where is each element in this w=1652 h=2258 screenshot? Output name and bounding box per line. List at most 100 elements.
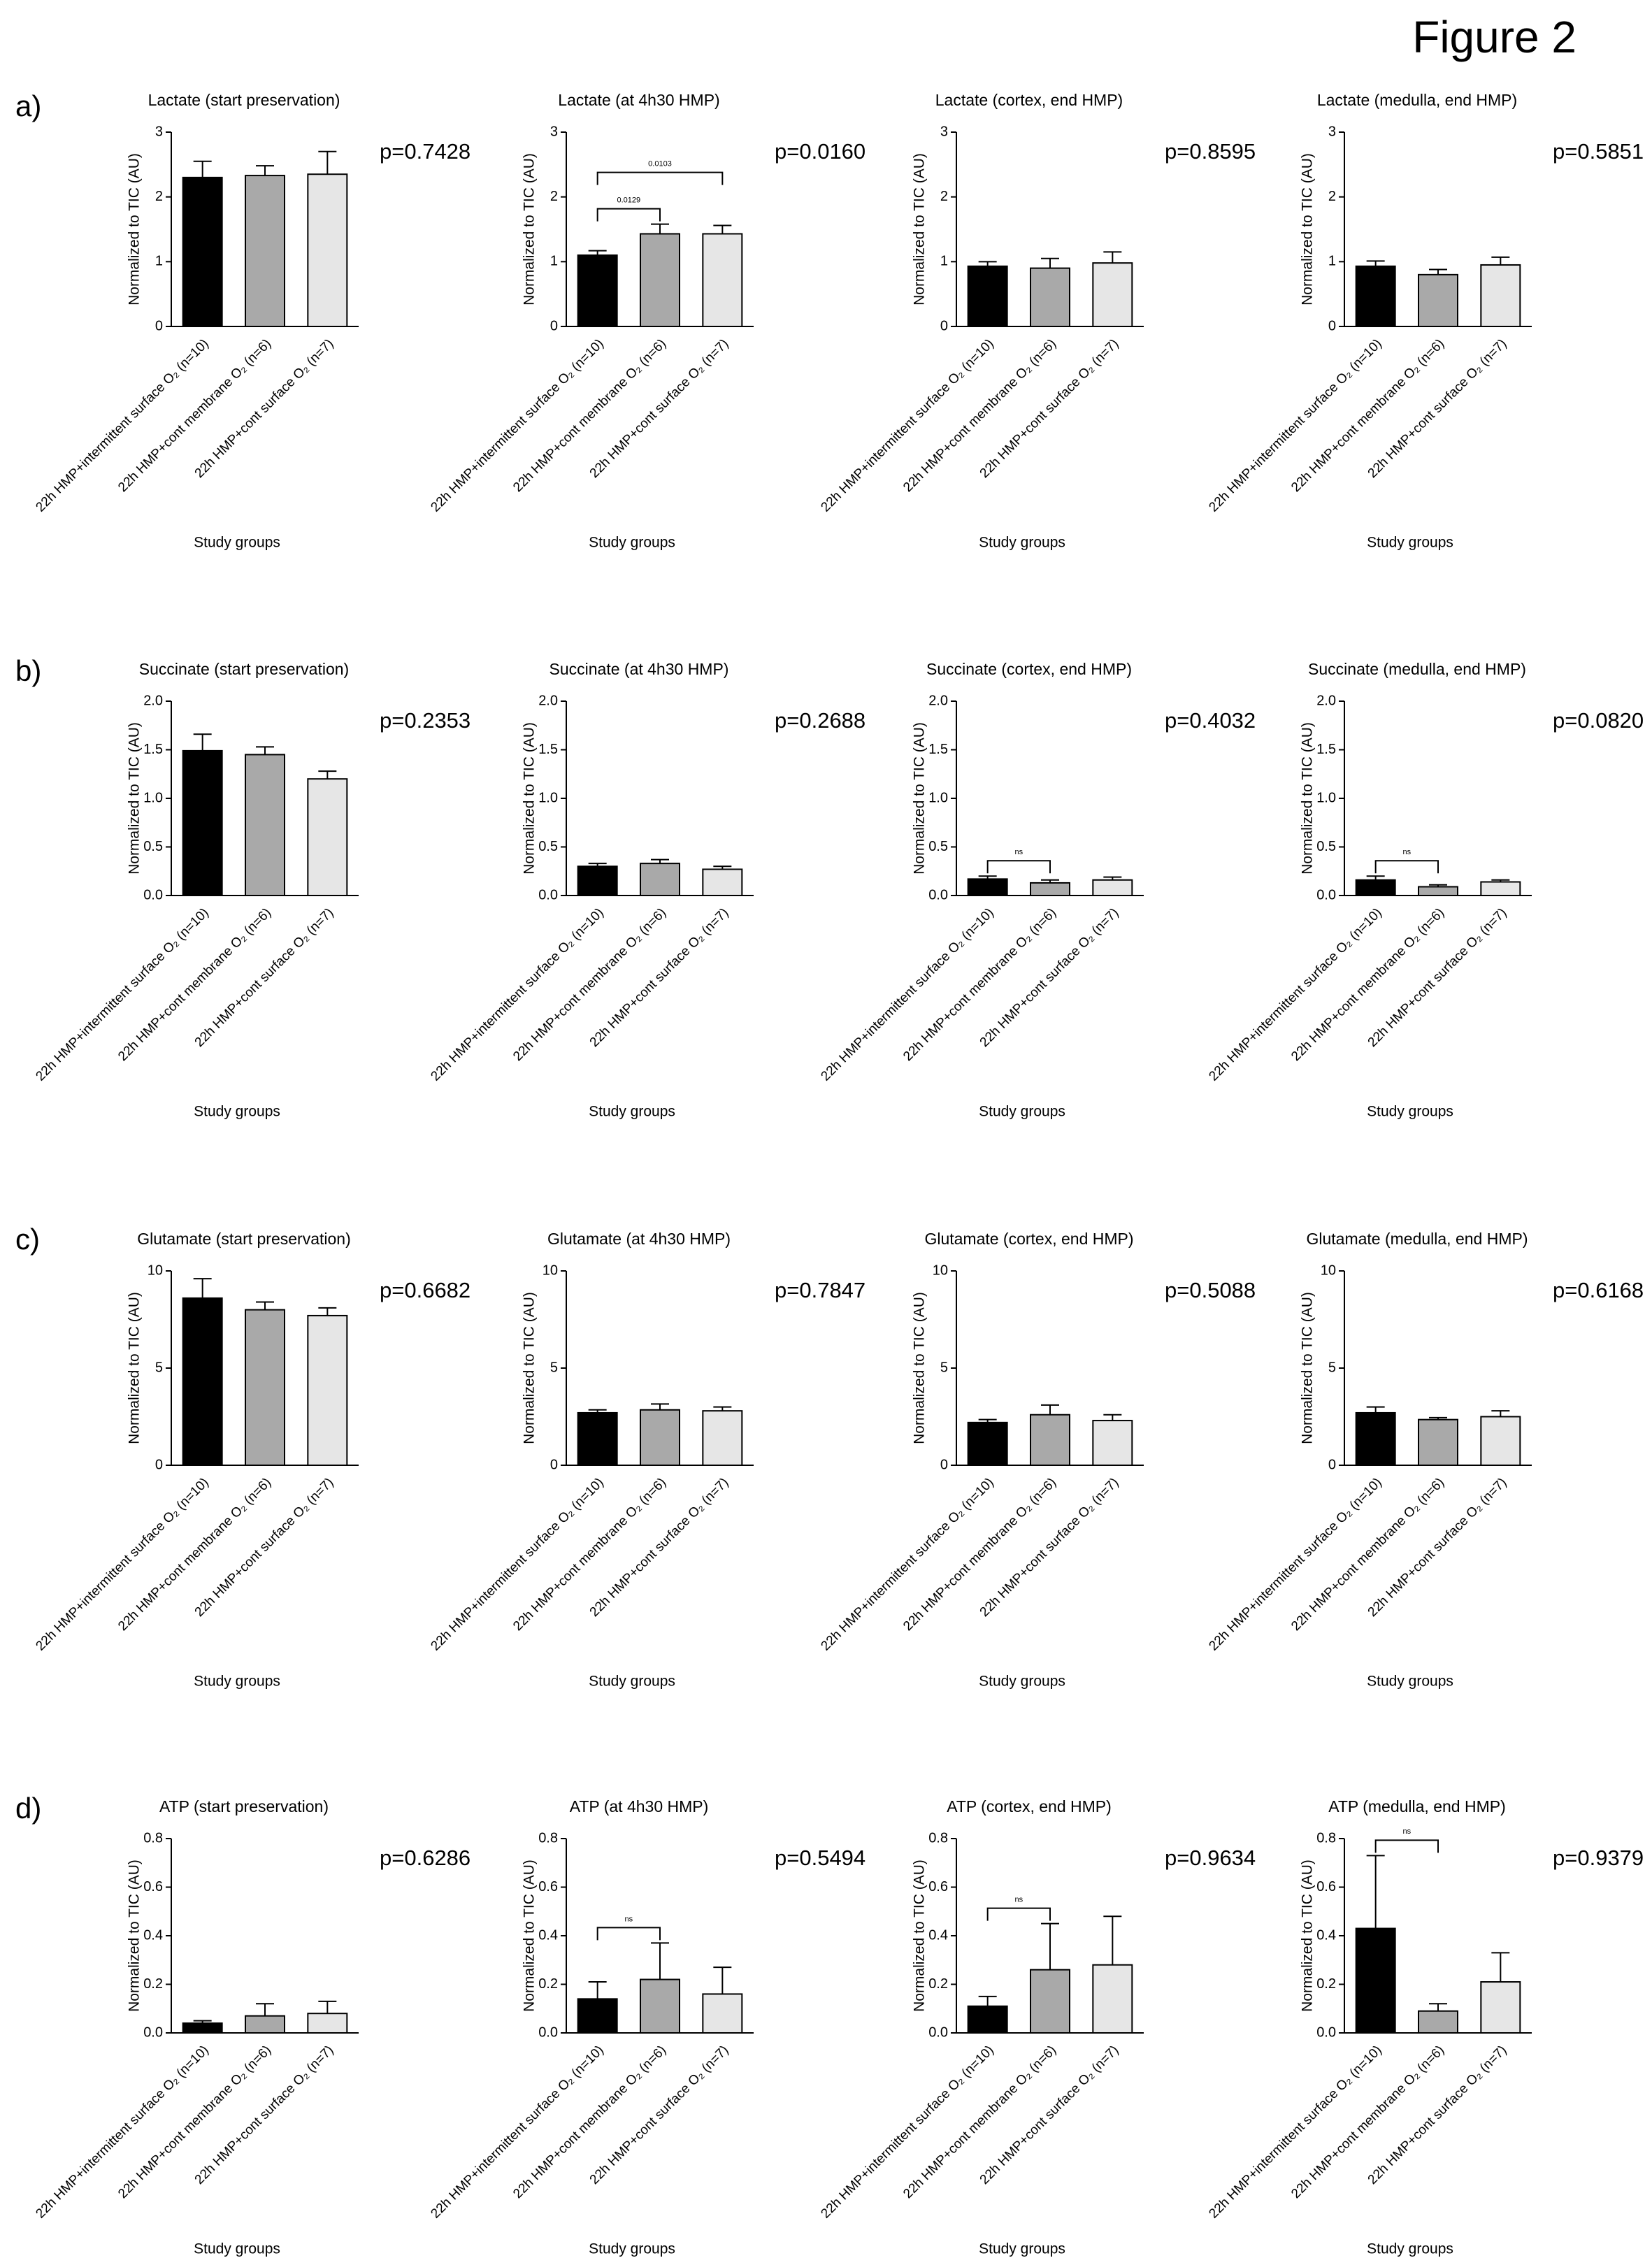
y-tick-label: 2.0 [143, 693, 163, 708]
bar [1418, 886, 1458, 896]
x-axis-label: Study groups [1367, 1104, 1453, 1120]
chart: Succinate (cortex, end HMP) p=0.4032 0.0 0.… [818, 660, 1256, 1119]
p-value: p=0.9379 [1553, 1846, 1644, 1870]
y-tick-label: 0 [1328, 318, 1336, 333]
x-tick-label: 22h HMP+cont surface O₂ (n=7) [192, 336, 337, 481]
bar [1092, 262, 1133, 328]
y-tick-label: 0.6 [1316, 1879, 1336, 1894]
error-bar [713, 1406, 732, 1411]
bar [1355, 879, 1396, 897]
error-bar [588, 863, 607, 867]
bar [182, 2022, 223, 2034]
y-tick-label: 1.5 [143, 742, 163, 757]
error-bar [318, 1307, 337, 1316]
significance-bracket [986, 1907, 1051, 1921]
bar [702, 868, 743, 896]
y-tick-label: 0.6 [928, 1879, 948, 1894]
error-bar [588, 1409, 607, 1413]
panel-label: b) [15, 654, 41, 687]
error-bar [193, 160, 212, 178]
chart: ATP (start preservation) p=0.6286 0.0 0.2 0.… [33, 1797, 471, 2257]
p-value: p=0.6682 [380, 1278, 471, 1302]
y-tick-label: 2.0 [538, 693, 558, 708]
chart-title: ATP (at 4h30 HMP) [570, 1797, 709, 1815]
error-bar [1041, 879, 1059, 883]
bar [967, 1421, 1008, 1466]
bar [1418, 1418, 1458, 1467]
x-axis-label: Study groups [979, 1674, 1065, 1690]
error-bar [1366, 1855, 1385, 1929]
chart: Lactate (at 4h30 HMP) p=0.0160 0 1 2 3 Normali… [428, 91, 865, 550]
chart-title: Lactate (cortex, end HMP) [935, 91, 1123, 109]
y-tick-label: 0.6 [538, 1879, 558, 1894]
error-bar [1491, 879, 1510, 882]
bar [1030, 267, 1070, 328]
chart: Glutamate (cortex, end HMP) p=0.5088 0 5 10 N… [818, 1230, 1256, 1689]
y-tick-label: 0 [550, 318, 558, 333]
x-axis-label: Study groups [979, 535, 1065, 551]
bar [307, 1314, 348, 1466]
bar [1418, 2010, 1458, 2034]
error-bar [1366, 875, 1385, 880]
bar [182, 1297, 223, 1467]
chart: Lactate (start preservation) p=0.7428 0 1 2 3… [33, 91, 471, 550]
x-axis-label: Study groups [589, 1674, 675, 1690]
y-tick-label: 0.8 [538, 1830, 558, 1846]
y-tick-label: 0.5 [538, 839, 558, 854]
bar [1480, 264, 1521, 328]
error-bar [1103, 876, 1122, 880]
x-axis-label: Study groups [589, 2241, 675, 2257]
error-bar [1366, 1406, 1385, 1413]
error-bar [978, 875, 997, 879]
error-bar [1491, 1952, 1510, 1983]
significance-label: ns [625, 1915, 633, 1923]
error-bar [588, 1981, 607, 1999]
chart: Succinate (medulla, end HMP) p=0.0820 0.0 0… [1206, 660, 1644, 1119]
error-bar [1429, 884, 1447, 887]
y-tick-label: 0.2 [143, 1976, 163, 1992]
error-bar [1041, 1404, 1059, 1415]
p-value: p=0.5851 [1553, 139, 1644, 164]
error-bar [318, 770, 337, 779]
y-tick-label: 0.0 [538, 887, 558, 903]
y-tick-label: 0.2 [928, 1976, 948, 1992]
x-axis-label: Study groups [194, 2241, 280, 2257]
chart: ATP (at 4h30 HMP) p=0.5494 0.0 0.2 0.4 0.6 0.8… [428, 1797, 865, 2257]
error-bar [713, 865, 732, 870]
p-value: p=0.6168 [1553, 1278, 1644, 1302]
bar [1418, 273, 1458, 327]
y-tick-label: 5 [940, 1360, 948, 1375]
bar [307, 173, 348, 327]
x-tick-label: 22h HMP+cont surface O₂ (n=7) [192, 1475, 337, 1620]
panel-label: d) [15, 1792, 41, 1825]
p-value: p=0.5088 [1165, 1278, 1256, 1302]
y-tick-label: 0 [940, 318, 948, 333]
error-bar [651, 1403, 669, 1410]
y-axis-label: Normalized to TIC (AU) [912, 153, 928, 305]
bar [640, 1978, 680, 2034]
significance-label: ns [1015, 1896, 1023, 1904]
chart-title: Lactate (start preservation) [148, 91, 340, 109]
bar [307, 778, 348, 896]
y-axis-label: Normalized to TIC (AU) [1300, 1860, 1316, 2012]
chart-title: Succinate (at 4h30 HMP) [550, 660, 729, 678]
bar [640, 233, 680, 327]
y-tick-label: 0.8 [1316, 1830, 1336, 1846]
chart: Glutamate (at 4h30 HMP) p=0.7847 0 5 10 Norma… [428, 1230, 865, 1689]
y-tick-label: 1.0 [538, 790, 558, 805]
y-tick-label: 2 [155, 189, 163, 204]
y-tick-label: 0.0 [143, 887, 163, 903]
error-bar [1366, 260, 1385, 266]
y-tick-label: 1.5 [1316, 742, 1336, 757]
bar [245, 175, 285, 327]
y-tick-label: 0.0 [143, 2025, 163, 2040]
y-axis-label: Normalized to TIC (AU) [522, 1860, 538, 2012]
x-tick-label: 22h HMP+cont surface O₂ (n=7) [587, 1475, 732, 1620]
chart-title: ATP (medulla, end HMP) [1328, 1797, 1506, 1815]
y-axis-label: Normalized to TIC (AU) [912, 722, 928, 875]
bar [967, 265, 1008, 328]
figure-title: Figure 2 [1412, 12, 1576, 62]
y-tick-label: 1.5 [928, 742, 948, 757]
error-bar [713, 224, 732, 234]
error-bar [193, 1278, 212, 1298]
